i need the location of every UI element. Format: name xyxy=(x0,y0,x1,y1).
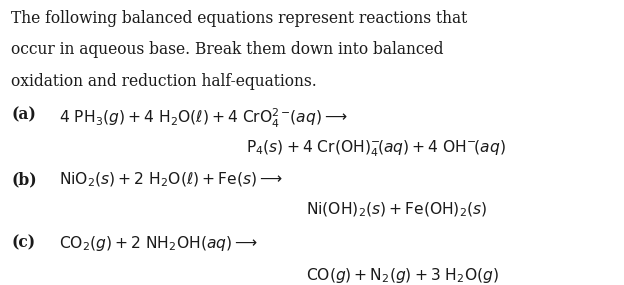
Text: occur in aqueous base. Break them down into balanced: occur in aqueous base. Break them down i… xyxy=(11,41,444,58)
Text: (c): (c) xyxy=(11,234,36,251)
Text: (a): (a) xyxy=(11,107,36,124)
Text: $\mathrm{CO}(g) + \mathrm{N_2}(g) + 3\ \mathrm{H_2O}(g)$: $\mathrm{CO}(g) + \mathrm{N_2}(g) + 3\ \… xyxy=(306,266,499,285)
Text: $\mathrm{Ni(OH)_2}(s) + \mathrm{Fe(OH)_2}(s)$: $\mathrm{Ni(OH)_2}(s) + \mathrm{Fe(OH)_2… xyxy=(306,201,487,219)
Text: (b): (b) xyxy=(11,171,37,188)
Text: The following balanced equations represent reactions that: The following balanced equations represe… xyxy=(11,10,467,27)
Text: $\mathrm{CO_2}(g) + 2\ \mathrm{NH_2OH}(aq) \longrightarrow$: $\mathrm{CO_2}(g) + 2\ \mathrm{NH_2OH}(a… xyxy=(59,234,258,253)
Text: oxidation and reduction half-equations.: oxidation and reduction half-equations. xyxy=(11,73,317,90)
Text: $4\ \mathrm{PH_3}(g) + 4\ \mathrm{H_2O}(\ell) + 4\ \mathrm{CrO_4^{2-}}\!(aq) \lo: $4\ \mathrm{PH_3}(g) + 4\ \mathrm{H_2O}(… xyxy=(59,107,348,130)
Text: $\mathrm{P_4}(s) + 4\ \mathrm{Cr(OH)_4^{-}}\!(aq) + 4\ \mathrm{OH^{-}}\!(aq)$: $\mathrm{P_4}(s) + 4\ \mathrm{Cr(OH)_4^{… xyxy=(246,138,506,159)
Text: $\mathrm{NiO_2}(s) + 2\ \mathrm{H_2O}(\ell) + \mathrm{Fe}(s) \longrightarrow$: $\mathrm{NiO_2}(s) + 2\ \mathrm{H_2O}(\e… xyxy=(59,171,283,190)
